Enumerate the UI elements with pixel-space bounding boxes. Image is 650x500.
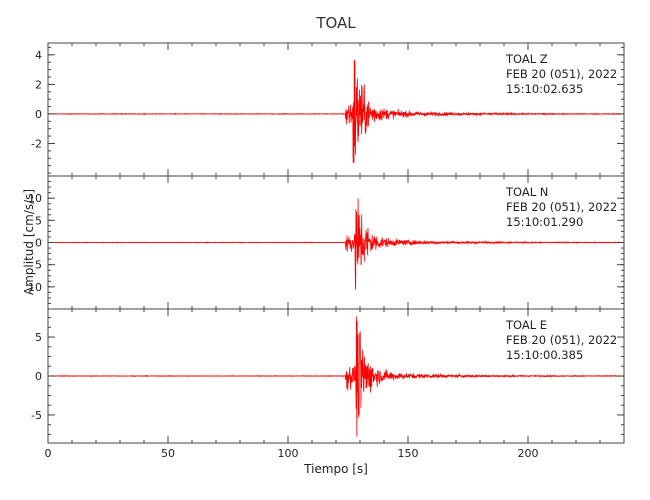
trace-e (48, 316, 624, 437)
chart-title: TOAL (315, 14, 356, 32)
y-tick-label: 5 (35, 214, 42, 227)
station-annotation-line: TOAL Z (505, 52, 548, 66)
x-tick-label: 0 (45, 447, 52, 460)
y-tick-label: 10 (28, 281, 42, 294)
y-tick-label: 0 (35, 237, 42, 250)
y-tick-label: -5 (31, 409, 42, 422)
x-tick-label: 50 (161, 447, 175, 460)
y-tick-label: 2 (35, 78, 42, 91)
station-annotation-line: FEB 20 (051), 2022 (506, 333, 617, 347)
station-annotation-line: TOAL E (505, 318, 547, 332)
station-annotation-line: 15:10:00.385 (506, 348, 583, 362)
x-tick-label: 200 (518, 447, 539, 460)
y-tick-label: 10 (28, 192, 42, 205)
y-tick-label: -2 (31, 137, 42, 150)
trace-n (48, 198, 624, 290)
y-tick-label: 0 (35, 108, 42, 121)
trace-z (48, 60, 624, 164)
x-tick-label: 150 (398, 447, 419, 460)
station-annotation-line: 15:10:01.290 (506, 215, 583, 229)
station-annotation-line: TOAL N (505, 185, 548, 199)
x-tick-label: 100 (278, 447, 299, 460)
x-axis-label: Tiempo [s] (303, 462, 368, 476)
y-tick-label: 5 (35, 331, 42, 344)
y-tick-label: 0 (35, 370, 42, 383)
station-annotation-line: FEB 20 (051), 2022 (506, 67, 617, 81)
y-tick-label: 4 (35, 49, 42, 62)
station-annotation-line: 15:10:02.635 (506, 82, 583, 96)
y-tick-label: 5 (35, 259, 42, 272)
y-axis-label: Amplitud [cm/s/s] (22, 189, 36, 295)
station-annotation-line: FEB 20 (051), 2022 (506, 200, 617, 214)
